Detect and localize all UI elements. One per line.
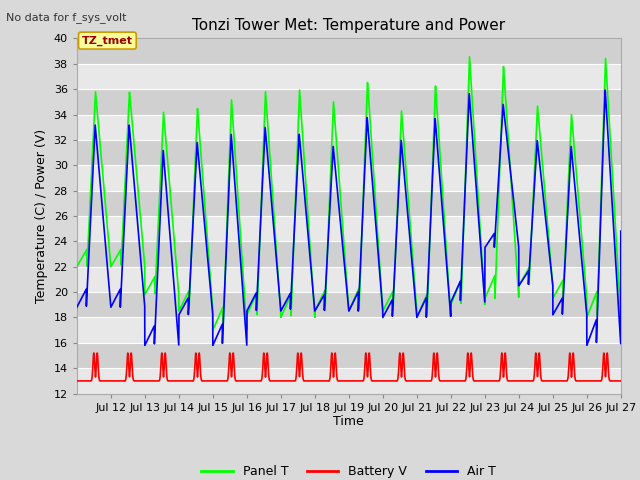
Legend: Panel T, Battery V, Air T: Panel T, Battery V, Air T [196, 460, 501, 480]
Bar [77, 191, 621, 216]
Bar [77, 317, 621, 343]
Text: TZ_tmet: TZ_tmet [82, 36, 133, 46]
Bar [77, 267, 621, 292]
Bar [77, 38, 621, 64]
Bar [77, 64, 621, 89]
X-axis label: Time: Time [333, 415, 364, 429]
Bar [77, 292, 621, 317]
Bar [77, 89, 621, 115]
Bar [77, 343, 621, 368]
Bar [77, 165, 621, 191]
Bar [77, 140, 621, 165]
Bar [77, 115, 621, 140]
Bar [77, 368, 621, 394]
Title: Tonzi Tower Met: Temperature and Power: Tonzi Tower Met: Temperature and Power [192, 18, 506, 33]
Bar [77, 241, 621, 267]
Text: No data for f_sys_volt: No data for f_sys_volt [6, 12, 127, 23]
Bar [77, 216, 621, 241]
Y-axis label: Temperature (C) / Power (V): Temperature (C) / Power (V) [35, 129, 48, 303]
